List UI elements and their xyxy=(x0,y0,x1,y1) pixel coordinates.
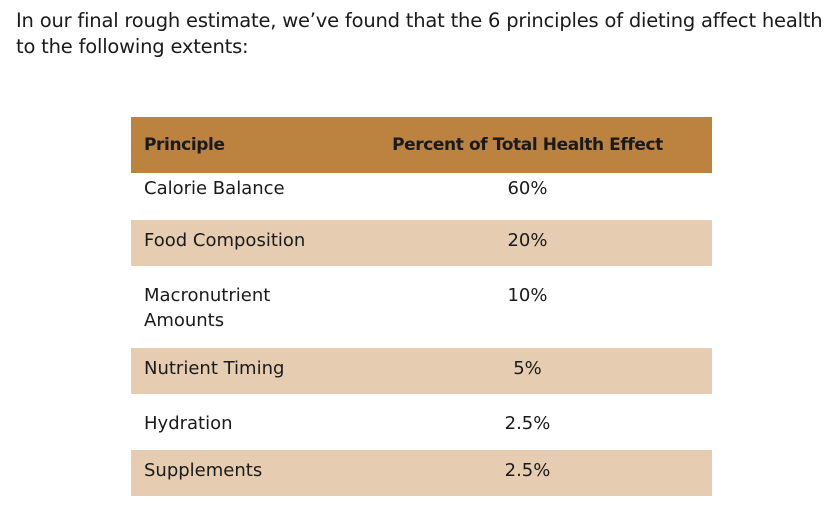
percent-cell: 2.5% xyxy=(343,450,712,496)
principle-cell: Nutrient Timing xyxy=(131,348,343,394)
intro-paragraph: In our final rough estimate, we’ve found… xyxy=(16,9,823,58)
column-header-principle: Principle xyxy=(131,117,343,173)
percent-cell: 5% xyxy=(343,348,712,394)
table-row: Supplements 2.5% xyxy=(131,450,712,496)
table-header-row: Principle Percent of Total Health Effect xyxy=(131,117,712,173)
principle-cell: Food Composition xyxy=(131,220,343,266)
table-row: Nutrient Timing 5% xyxy=(131,348,712,394)
principle-cell: Supplements xyxy=(131,450,343,496)
percent-cell: 60% xyxy=(507,178,548,199)
health-effects-table: Principle Percent of Total Health Effect… xyxy=(131,117,712,496)
principle-cell: Macronutrient Amounts xyxy=(144,285,271,331)
column-header-percent: Percent of Total Health Effect xyxy=(343,117,712,173)
principle-cell: Calorie Balance xyxy=(144,178,285,199)
percent-cell: 10% xyxy=(507,285,548,306)
percent-cell: 2.5% xyxy=(504,413,551,434)
percent-cell: 20% xyxy=(343,220,712,266)
table-row: Macronutrient Amounts 10% xyxy=(131,271,712,348)
table-row: Calorie Balance 60% xyxy=(131,173,712,215)
table-row: Hydration 2.5% xyxy=(131,399,712,445)
principle-cell: Hydration xyxy=(144,413,233,434)
table-row: Food Composition 20% xyxy=(131,220,712,266)
